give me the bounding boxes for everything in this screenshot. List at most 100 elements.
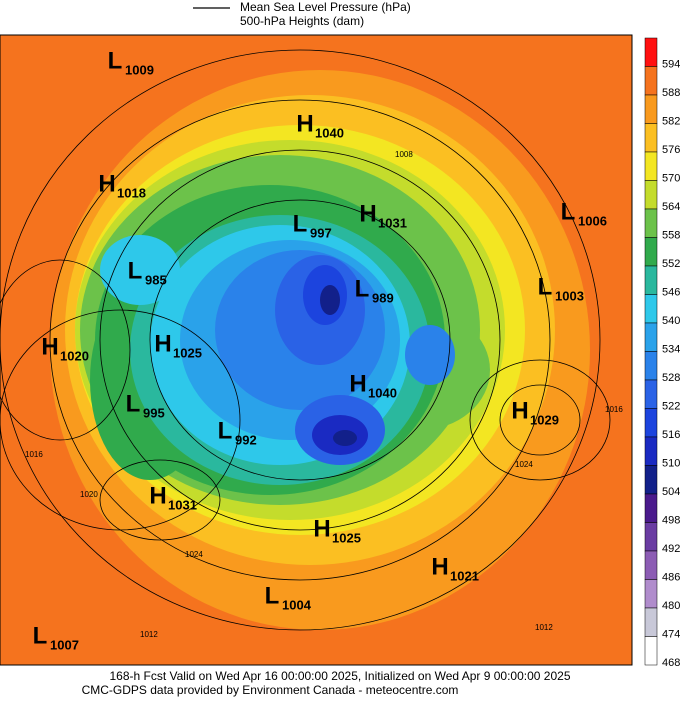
center-letter: L <box>108 47 123 74</box>
center-letter: H <box>313 515 330 542</box>
center-pressure: 1031 <box>168 497 197 512</box>
isobar-label: 1024 <box>185 550 203 559</box>
footer-text: CMC-GDPS data provided by Environment Ca… <box>82 683 459 697</box>
center-letter: L <box>355 275 370 302</box>
colorbar-label: 540 <box>662 315 680 327</box>
legend-text: 500-hPa Heights (dam) <box>240 14 364 28</box>
colorbar-box <box>644 265 658 295</box>
center-pressure: 1021 <box>450 568 479 583</box>
colorbar-label: 522 <box>662 400 680 412</box>
colorbar-label: 582 <box>662 115 680 127</box>
isobar <box>149 199 451 481</box>
center-pressure: 997 <box>310 225 332 240</box>
colorbar-label: 528 <box>662 372 680 384</box>
colorbar-label: 516 <box>662 429 680 441</box>
center-letter: H <box>98 170 115 197</box>
center-letter: L <box>265 582 280 609</box>
isobar-label: 1012 <box>535 623 553 632</box>
center-pressure: 1020 <box>60 348 89 363</box>
colorbar-label: 534 <box>662 343 680 355</box>
center-letter: H <box>149 482 166 509</box>
center-pressure: 1007 <box>50 637 79 652</box>
colorbar-label: 552 <box>662 258 680 270</box>
center-pressure: 1018 <box>117 185 146 200</box>
colorbar-box <box>644 436 658 466</box>
colorbar-box <box>644 123 658 153</box>
center-letter: L <box>293 210 308 237</box>
center-pressure: 1009 <box>125 62 154 77</box>
height-fill <box>100 235 180 305</box>
center-letter: L <box>126 390 141 417</box>
colorbar-label: 474 <box>662 628 680 640</box>
colorbar-label: 468 <box>662 657 680 669</box>
isobar <box>469 359 611 481</box>
height-fill <box>405 325 455 385</box>
colorbar-label: 546 <box>662 286 680 298</box>
colorbar-box <box>644 180 658 210</box>
colorbar-box <box>644 322 658 352</box>
center-pressure: 1003 <box>555 288 584 303</box>
center-letter: L <box>538 273 553 300</box>
center-pressure: 1025 <box>173 345 202 360</box>
colorbar-box <box>644 607 658 637</box>
colorbar-label: 576 <box>662 144 680 156</box>
isobar <box>99 149 501 531</box>
colorbar-box <box>644 522 658 552</box>
isobar <box>49 99 551 581</box>
colorbar-label: 498 <box>662 514 680 526</box>
center-pressure: 1040 <box>368 385 397 400</box>
center-letter: H <box>296 110 313 137</box>
colorbar-box <box>644 237 658 267</box>
footer-text: 168-h Fcst Valid on Wed Apr 16 00:00:00 … <box>110 669 571 683</box>
isobar-label: 1008 <box>395 150 413 159</box>
isobar <box>99 459 221 541</box>
colorbar-box <box>644 408 658 438</box>
center-pressure: 1031 <box>378 215 407 230</box>
map-frame <box>0 34 633 666</box>
center-letter: L <box>218 417 233 444</box>
center-pressure: 1025 <box>332 530 361 545</box>
colorbar-box <box>644 151 658 181</box>
isobar <box>499 384 581 456</box>
colorbar-box <box>644 379 658 409</box>
center-pressure: 985 <box>145 272 167 287</box>
colorbar-label: 504 <box>662 486 680 498</box>
center-letter: H <box>359 200 376 227</box>
center-letter: L <box>561 198 576 225</box>
center-letter: H <box>349 370 366 397</box>
center-letter: L <box>33 622 48 649</box>
colorbar-box <box>644 465 658 495</box>
isobar-label: 1024 <box>515 460 533 469</box>
colorbar-box <box>644 636 658 666</box>
center-pressure: 1029 <box>530 412 559 427</box>
colorbar-label: 480 <box>662 600 680 612</box>
center-pressure: 1040 <box>315 125 344 140</box>
center-pressure: 1004 <box>282 597 312 612</box>
colorbar-box <box>644 579 658 609</box>
colorbar-label: 492 <box>662 543 680 555</box>
isobar-label: 1016 <box>605 405 623 414</box>
center-pressure: 995 <box>143 405 165 420</box>
legend-text: Mean Sea Level Pressure (hPa) <box>240 0 411 14</box>
colorbar-box <box>644 294 658 324</box>
isobar-label: 1016 <box>25 450 43 459</box>
center-pressure: 989 <box>372 290 394 305</box>
colorbar: 594 588 582 576 570 564 558 552 546 540 534 528 522 5… <box>644 37 680 669</box>
colorbar-label: 570 <box>662 172 680 184</box>
colorbar-box <box>644 94 658 124</box>
isobar-label: 1020 <box>80 490 98 499</box>
center-pressure: 1006 <box>578 213 607 228</box>
colorbar-box <box>644 550 658 580</box>
colorbar-box <box>644 66 658 96</box>
center-letter: H <box>41 333 58 360</box>
center-letter: H <box>511 397 528 424</box>
colorbar-label: 558 <box>662 229 680 241</box>
colorbar-box <box>644 493 658 523</box>
height-fill <box>333 430 357 446</box>
colorbar-box <box>644 37 658 67</box>
colorbar-box <box>644 208 658 238</box>
height-fill <box>320 285 340 315</box>
center-pressure: 992 <box>235 432 257 447</box>
isobar <box>0 259 131 441</box>
